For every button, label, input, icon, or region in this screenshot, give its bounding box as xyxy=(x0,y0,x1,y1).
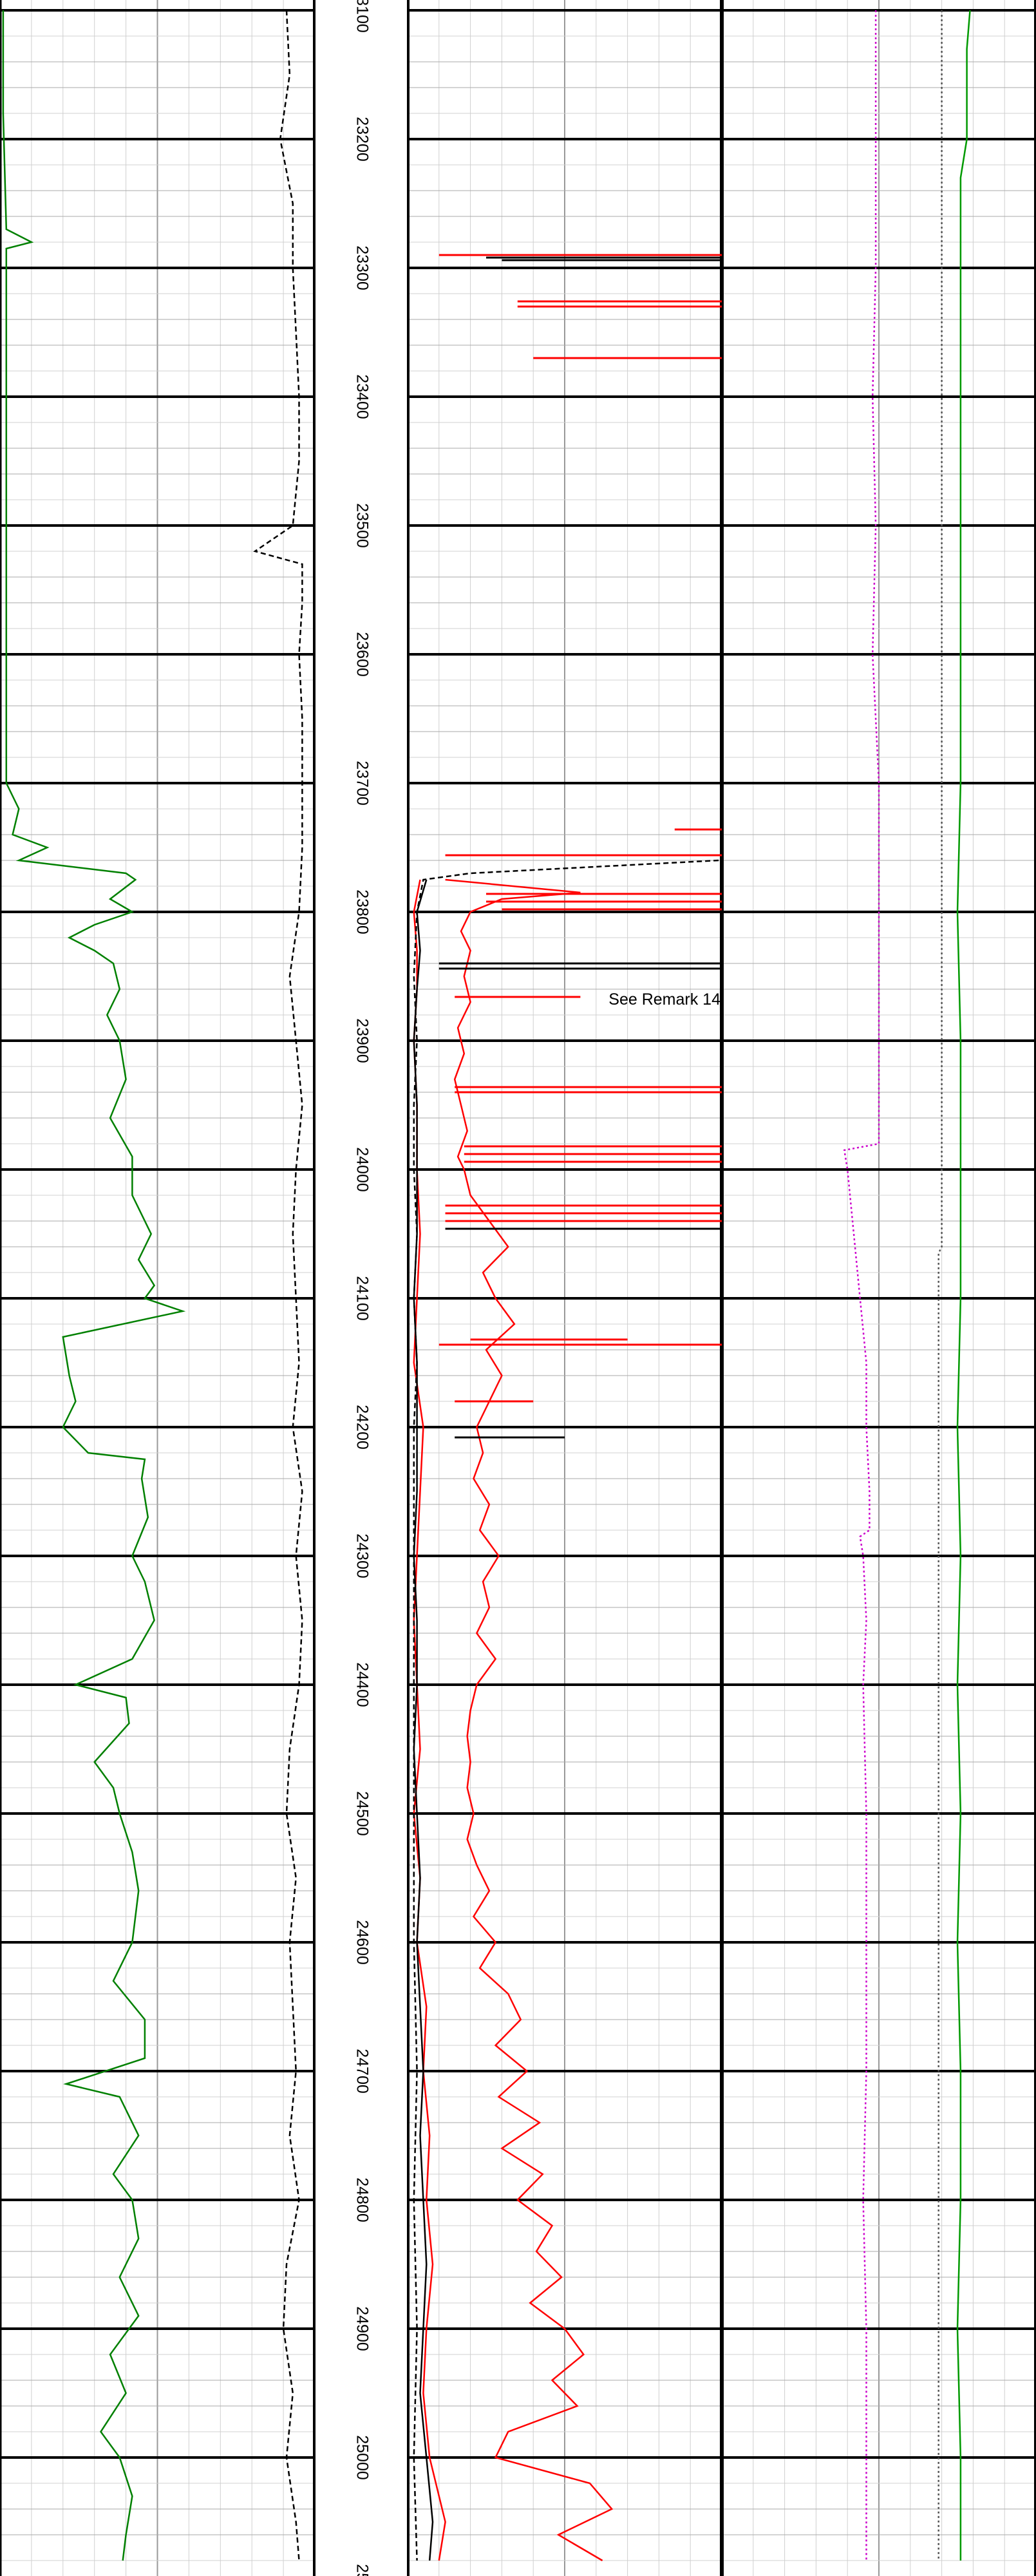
depth-tick-label: 23400 xyxy=(353,374,371,419)
depth-tick-label: 23700 xyxy=(353,761,371,806)
track-1-grid xyxy=(0,0,316,2576)
track-3-curves xyxy=(843,10,971,2561)
depth-tick-label: 24900 xyxy=(353,2306,371,2351)
curve-magenta-dotted xyxy=(843,10,880,2561)
curve-gamma xyxy=(2,10,186,2561)
curve-resistivity-medium xyxy=(413,879,434,2561)
depth-tick-label: 23300 xyxy=(353,245,371,290)
track-2-grid xyxy=(407,0,722,2576)
depth-tick-label: 24100 xyxy=(353,1276,371,1321)
depth-tick-label: 24000 xyxy=(353,1147,371,1192)
depth-tick-label: 23500 xyxy=(353,503,371,548)
track-2-curves xyxy=(413,254,722,2562)
depth-tick-label: 23600 xyxy=(353,632,371,677)
depth-tick-label: 24400 xyxy=(353,1662,371,1707)
curve-resistivity-deep xyxy=(445,878,614,2562)
curve-resistivity-flushed xyxy=(413,859,719,2561)
depth-tick-label: 23200 xyxy=(353,117,371,162)
depth-tick-label: 24300 xyxy=(353,1533,371,1578)
curve-caliper xyxy=(253,10,303,2561)
depth-axis: 23100 23200 23300 23400 23500 23600 23700 23800… xyxy=(353,0,371,2576)
depth-tick-label: 25100 xyxy=(353,2564,371,2576)
track-1-curves xyxy=(2,10,303,2561)
depth-tick-label: 24200 xyxy=(353,1405,371,1450)
depth-tick-label: 24500 xyxy=(353,1791,371,1836)
depth-tick-label: 24600 xyxy=(353,1920,371,1965)
depth-tick-label: 23800 xyxy=(353,889,371,934)
depth-tick-label: 23900 xyxy=(353,1018,371,1063)
annotation-layer: See Remark 14 xyxy=(608,990,720,1009)
series-layer xyxy=(2,10,971,2562)
remark-annotation: See Remark 14 xyxy=(608,990,720,1009)
depth-tick-label: 23100 xyxy=(353,0,371,33)
track-3-grid xyxy=(721,0,1036,2576)
depth-tick-label: 24700 xyxy=(353,2049,371,2094)
curve-green-thin xyxy=(956,10,971,2561)
depth-tick-label: 25000 xyxy=(353,2435,371,2480)
curve-gray-dotted xyxy=(937,10,943,2561)
depth-tick-label: 24800 xyxy=(353,2177,371,2222)
curve-resistivity-shallow xyxy=(413,879,446,2561)
